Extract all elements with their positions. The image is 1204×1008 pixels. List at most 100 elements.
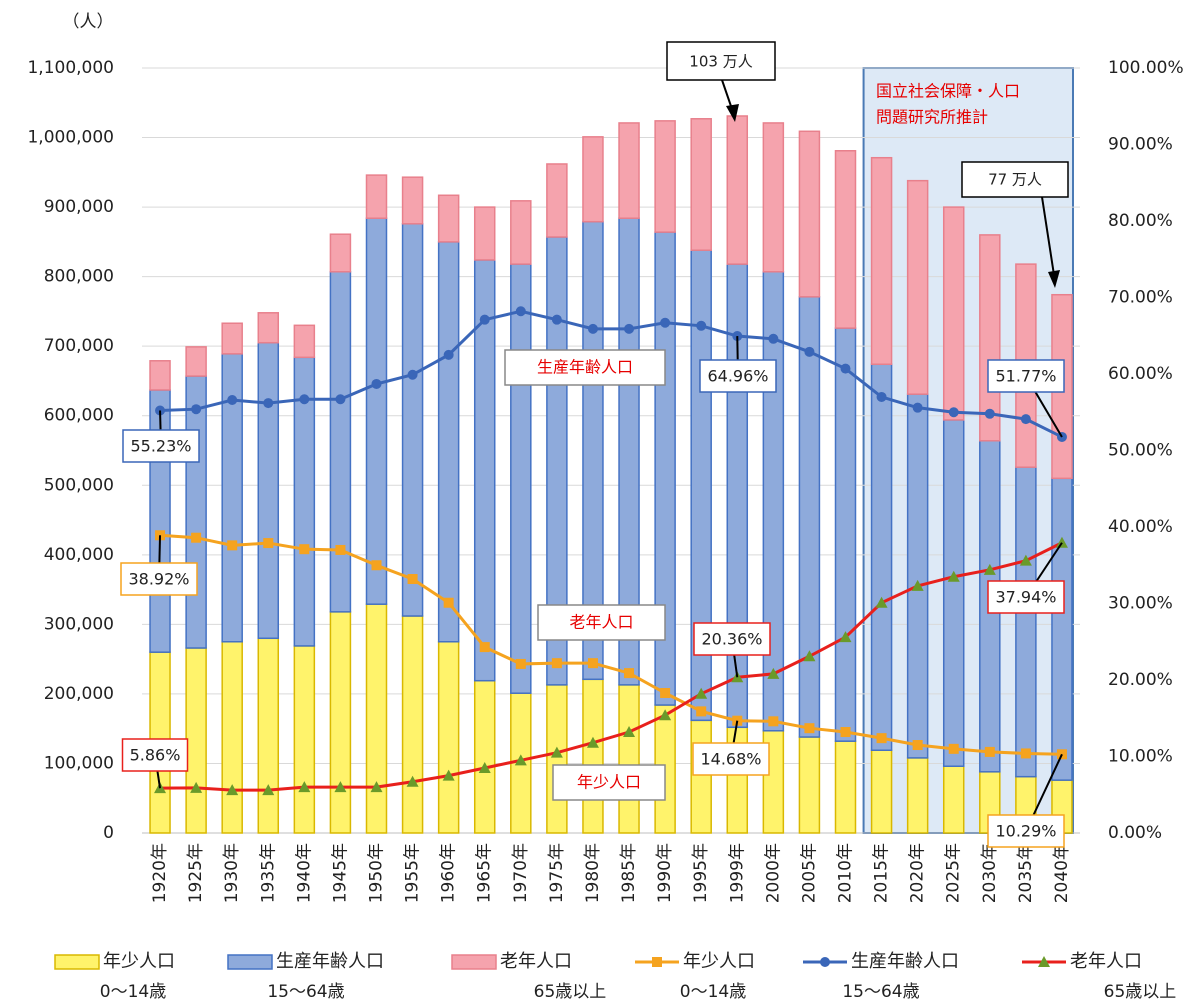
marker (875, 596, 888, 608)
callout-box (693, 622, 771, 656)
bar-segment (906, 179, 929, 395)
marker (263, 538, 274, 549)
marker (442, 769, 455, 781)
bar-segment (293, 645, 316, 834)
y-tick-label: 100,000 (44, 753, 114, 773)
bar-segment (942, 765, 965, 834)
y-axis-unit: （人） (63, 12, 114, 32)
x-tick-label: 2035年 (1016, 843, 1036, 903)
annotation: 問題研究所推計 (876, 108, 988, 127)
annotation: 103 万人 (689, 53, 752, 71)
legend-swatch (54, 954, 100, 970)
marker (227, 395, 238, 406)
bar-segment (798, 296, 821, 738)
callout-box (987, 359, 1065, 393)
bar-segment (582, 678, 604, 834)
legend-label: 老年人口 (1070, 951, 1142, 972)
bar-segment (401, 223, 424, 617)
y2-tick-label: 20.00% (1108, 670, 1173, 690)
marker (407, 369, 418, 380)
legend-sublabel: 0〜14歳 (100, 982, 166, 1002)
marker (334, 781, 347, 793)
marker (695, 687, 708, 699)
marker (804, 346, 815, 357)
marker (335, 544, 346, 555)
bar-segment (473, 679, 496, 834)
x-tick-label: 1925年 (186, 843, 206, 903)
marker (623, 726, 636, 738)
x-tick-label: 1985年 (619, 843, 639, 903)
y-tick-label: 500,000 (44, 475, 114, 495)
annotation-box (666, 41, 776, 81)
callout-box (987, 580, 1065, 614)
marker (371, 378, 382, 389)
x-tick-label: 1950年 (367, 843, 387, 903)
marker (407, 574, 418, 585)
bar-segment (329, 233, 352, 273)
legend-label: 老年人口 (500, 951, 572, 972)
marker (840, 363, 851, 374)
bar-segment (401, 176, 424, 225)
bar-segment (257, 312, 280, 344)
data-label: 38.92% (128, 570, 189, 589)
bar-segment (942, 419, 965, 767)
bar-segment (257, 341, 280, 640)
bar-segment (437, 641, 460, 834)
x-tick-label: 1960年 (439, 843, 459, 903)
y2-tick-label: 30.00% (1108, 594, 1173, 614)
x-tick-label: 1965年 (475, 843, 495, 903)
data-label: 20.36% (701, 630, 762, 649)
annotation: 77 万人 (988, 171, 1042, 189)
data-label: 51.77% (995, 367, 1056, 386)
annotation-box (552, 764, 666, 801)
bar-segment (942, 206, 965, 421)
marker (1020, 748, 1031, 759)
y2-tick-label: 10.00% (1108, 747, 1173, 767)
y2-tick-label: 0.00% (1108, 823, 1162, 843)
bar-segment (834, 740, 857, 834)
y-tick-label: 200,000 (44, 684, 114, 704)
y2-tick-label: 70.00% (1108, 288, 1173, 308)
data-label: 14.68% (700, 750, 761, 769)
x-tick-label: 1970年 (511, 843, 531, 903)
marker (587, 323, 598, 334)
bar-segment (546, 163, 568, 238)
marker (696, 706, 707, 717)
marker (803, 650, 816, 662)
legend-sublabel: 0〜14歳 (680, 982, 746, 1002)
marker (1055, 536, 1068, 548)
bar-segment (582, 136, 604, 223)
legend-label: 生産年齢人口 (276, 951, 384, 972)
bar-segment (690, 118, 712, 251)
legend-label: 年少人口 (103, 951, 175, 972)
y-tick-label: 700,000 (44, 336, 114, 356)
marker (587, 658, 598, 669)
bar-segment (510, 263, 532, 694)
x-tick-label: 2005年 (799, 843, 819, 903)
marker (370, 781, 383, 793)
bar-segment (546, 684, 568, 834)
y-tick-label: 0 (103, 823, 114, 843)
data-label: 55.23% (130, 437, 191, 456)
legend-sublabel: 15〜64歳 (842, 982, 919, 1002)
marker (804, 723, 815, 734)
marker (191, 404, 202, 415)
data-label: 64.96% (707, 367, 768, 386)
marker (190, 781, 203, 793)
marker (947, 570, 960, 582)
bar-segment (870, 749, 893, 834)
marker (443, 349, 454, 360)
x-tick-label: 1990年 (655, 843, 675, 903)
marker (406, 775, 419, 787)
bar-segment (690, 719, 712, 834)
y-tick-label: 1,000,000 (27, 128, 114, 148)
bar-segment (473, 206, 496, 261)
marker (660, 688, 671, 699)
marker (876, 733, 887, 744)
callout-box (987, 814, 1065, 848)
bar-segment (221, 641, 243, 834)
legend-label: 生産年齢人口 (851, 951, 959, 972)
bar-segment (365, 603, 388, 834)
callout-box (120, 562, 198, 596)
